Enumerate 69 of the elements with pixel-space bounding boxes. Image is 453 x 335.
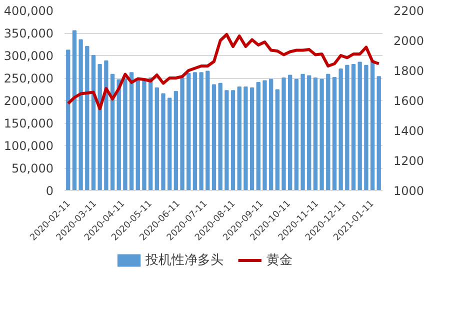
- bar: [370, 60, 375, 190]
- y-tick-label: 100,000: [4, 139, 54, 153]
- bar: [224, 90, 229, 190]
- bar: [148, 78, 153, 190]
- y-tick-label: 350,000: [4, 26, 54, 40]
- bar: [78, 39, 83, 190]
- bar: [326, 74, 330, 190]
- bar: [237, 86, 242, 190]
- bar: [72, 30, 77, 190]
- bar: [66, 50, 70, 190]
- bar: [288, 74, 292, 190]
- bar: [110, 74, 115, 190]
- bar: [345, 64, 350, 190]
- bar: [174, 91, 178, 190]
- bar: [91, 55, 96, 190]
- bar: [98, 64, 102, 190]
- bar: [250, 87, 254, 190]
- line-series: [66, 33, 380, 110]
- y-tick-label: 150,000: [4, 116, 54, 130]
- bar: [307, 75, 312, 190]
- bar: [168, 98, 172, 190]
- bar: [192, 72, 198, 190]
- y2-tick-label: 1000: [394, 184, 424, 198]
- bar: [313, 78, 318, 190]
- y-tick-label: 300,000: [4, 49, 54, 63]
- bar: [161, 93, 166, 190]
- bar: [268, 78, 274, 190]
- bar: [282, 78, 286, 190]
- bar: [351, 64, 356, 190]
- bar: [300, 74, 305, 190]
- bar: [123, 78, 128, 190]
- bar: [199, 72, 204, 190]
- bar: [116, 79, 121, 190]
- y-tick-label: 50,000: [12, 162, 54, 176]
- bar: [332, 77, 337, 190]
- bar: [180, 78, 184, 190]
- legend-label: 黄金: [266, 253, 292, 268]
- bar: [376, 76, 381, 190]
- bar: [256, 82, 260, 190]
- bar: [186, 73, 191, 190]
- y2-tick-label: 1800: [394, 64, 424, 78]
- bar: [320, 78, 324, 190]
- bar: [212, 84, 216, 190]
- bar: [275, 89, 280, 190]
- bar: [358, 62, 362, 190]
- y-tick-label: 400,000: [4, 4, 54, 18]
- y2-tick-label: 1400: [394, 124, 424, 138]
- y2-tick-label: 2000: [394, 34, 424, 48]
- bar: [85, 46, 90, 190]
- bar: [129, 72, 134, 190]
- bar: [364, 64, 368, 190]
- y-tick-label: 250,000: [4, 72, 54, 86]
- bar: [294, 78, 299, 190]
- bar: [218, 82, 222, 190]
- bar: [142, 80, 146, 190]
- bar: [338, 68, 343, 190]
- y2-tick-label: 1200: [394, 154, 424, 168]
- bar: [244, 86, 248, 190]
- bar: [136, 78, 140, 190]
- bar: [262, 80, 267, 190]
- bar: [206, 70, 210, 190]
- y-tick-label: 0: [46, 184, 54, 198]
- y2-tick-label: 2200: [394, 4, 424, 18]
- bar: [230, 90, 236, 190]
- bar: [104, 60, 108, 190]
- y-tick-label: 200,000: [4, 94, 54, 108]
- legend-label: 投机性净多头: [144, 253, 224, 268]
- y2-tick-label: 1600: [394, 94, 424, 108]
- bar: [154, 87, 159, 190]
